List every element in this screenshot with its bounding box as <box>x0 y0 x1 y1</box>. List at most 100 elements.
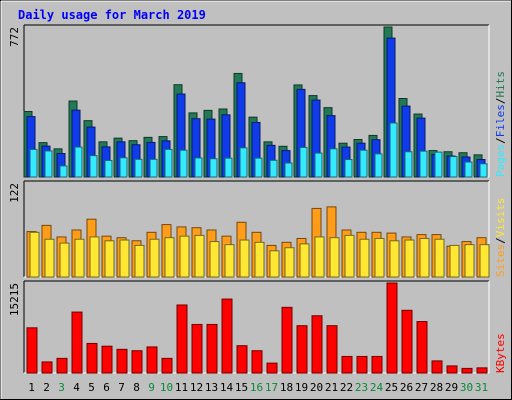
bar-visits-day-7 <box>119 239 130 278</box>
bar-pages-day-24 <box>374 153 383 178</box>
bar-visits-day-4 <box>74 238 85 278</box>
panel-visits-sites-max-tick-label: 122 <box>8 183 21 203</box>
bar-pages-day-29 <box>449 156 458 178</box>
bar-visits-day-8 <box>134 244 145 278</box>
legend-entry-pages: Pages <box>494 144 507 177</box>
bar-visits-day-26 <box>404 239 415 278</box>
bar-visits-day-14 <box>224 244 235 278</box>
day-label-3: 3 <box>58 381 65 394</box>
bar-pages-day-19 <box>299 146 308 178</box>
bar-pages-day-26 <box>404 151 413 178</box>
day-label-25: 25 <box>385 381 398 394</box>
bar-pages-day-15 <box>239 147 248 178</box>
bar-kbytes-day-1 <box>26 327 38 374</box>
bar-pages-day-8 <box>134 158 143 178</box>
bar-pages-day-18 <box>284 162 293 178</box>
bar-pages-day-30 <box>464 161 473 178</box>
bar-kbytes-day-31 <box>476 367 488 374</box>
bar-visits-day-16 <box>254 241 265 278</box>
legend-entry-sites: Sites <box>494 244 507 277</box>
day-label-27: 27 <box>415 381 428 394</box>
day-label-20: 20 <box>310 381 323 394</box>
day-label-9: 9 <box>148 381 155 394</box>
bar-pages-day-6 <box>104 159 113 178</box>
panel-hits-files-pages-legend: Pages/Files/Hits <box>494 71 507 177</box>
bar-pages-day-10 <box>164 148 173 178</box>
bar-pages-day-11 <box>179 149 188 178</box>
bar-kbytes-day-8 <box>131 350 143 374</box>
day-label-31: 31 <box>475 381 488 394</box>
bar-visits-day-12 <box>194 234 205 278</box>
bar-kbytes-day-7 <box>116 348 128 374</box>
bar-kbytes-day-26 <box>401 309 413 374</box>
legend-entry-hits: Hits <box>494 71 507 98</box>
day-label-16: 16 <box>250 381 263 394</box>
bar-kbytes-day-17 <box>266 362 278 374</box>
day-label-22: 22 <box>340 381 353 394</box>
bar-visits-day-22 <box>344 234 355 278</box>
bar-kbytes-day-4 <box>71 311 83 374</box>
day-label-15: 15 <box>235 381 248 394</box>
day-label-2: 2 <box>43 381 50 394</box>
bar-kbytes-day-19 <box>296 325 308 374</box>
bar-kbytes-day-16 <box>251 350 263 374</box>
day-label-12: 12 <box>190 381 203 394</box>
bar-pages-day-4 <box>74 146 83 178</box>
bar-visits-day-29 <box>449 244 460 278</box>
bar-pages-day-3 <box>59 165 68 178</box>
bar-visits-day-6 <box>104 240 115 278</box>
day-label-10: 10 <box>160 381 173 394</box>
bar-kbytes-day-21 <box>326 325 338 374</box>
bar-kbytes-day-29 <box>446 365 458 374</box>
day-label-5: 5 <box>88 381 95 394</box>
legend-separator: / <box>494 237 507 244</box>
bar-visits-day-2 <box>44 238 55 278</box>
bar-kbytes-day-27 <box>416 321 428 374</box>
legend-separator: / <box>494 137 507 144</box>
day-label-8: 8 <box>133 381 140 394</box>
day-label-17: 17 <box>265 381 278 394</box>
bar-visits-day-31 <box>479 244 490 278</box>
bar-pages-day-17 <box>269 159 278 178</box>
bar-visits-day-21 <box>329 237 340 278</box>
bar-kbytes-day-25 <box>386 282 398 374</box>
bar-kbytes-day-24 <box>371 355 383 374</box>
bar-kbytes-day-6 <box>101 345 113 374</box>
day-label-26: 26 <box>400 381 413 394</box>
bar-pages-day-1 <box>29 148 38 178</box>
day-label-7: 7 <box>118 381 125 394</box>
day-label-1: 1 <box>28 381 35 394</box>
bar-pages-day-28 <box>434 151 443 178</box>
day-label-13: 13 <box>205 381 218 394</box>
bar-kbytes-day-3 <box>56 357 68 374</box>
bar-pages-day-27 <box>419 150 428 178</box>
chart-title: Daily usage for March 2019 <box>18 8 206 22</box>
bar-visits-day-13 <box>209 241 220 278</box>
bar-visits-day-15 <box>239 239 250 278</box>
bar-visits-day-17 <box>269 250 280 278</box>
bar-pages-day-14 <box>224 157 233 178</box>
bar-kbytes-day-23 <box>356 355 368 374</box>
bar-kbytes-day-28 <box>431 360 443 374</box>
day-label-30: 30 <box>460 381 473 394</box>
bar-pages-day-7 <box>119 157 128 178</box>
bar-kbytes-day-11 <box>176 304 188 374</box>
bar-visits-day-1 <box>29 231 40 278</box>
legend-separator: / <box>494 98 507 105</box>
bar-pages-day-2 <box>44 150 53 178</box>
bar-pages-day-20 <box>314 152 323 178</box>
bar-kbytes-day-18 <box>281 306 293 374</box>
bar-kbytes-day-22 <box>341 355 353 374</box>
bar-visits-day-25 <box>389 240 400 278</box>
bar-visits-day-11 <box>179 235 190 278</box>
bar-visits-day-19 <box>299 243 310 278</box>
panel-kbytes-legend: KBytes <box>494 333 507 373</box>
bar-kbytes-day-12 <box>191 323 203 374</box>
bar-kbytes-day-13 <box>206 323 218 374</box>
bar-pages-day-22 <box>344 159 353 178</box>
bar-kbytes-day-15 <box>236 345 248 374</box>
bar-kbytes-day-30 <box>461 367 473 374</box>
bar-kbytes-day-9 <box>146 346 158 374</box>
panel-kbytes-max-tick-label: 15215 <box>8 283 21 316</box>
